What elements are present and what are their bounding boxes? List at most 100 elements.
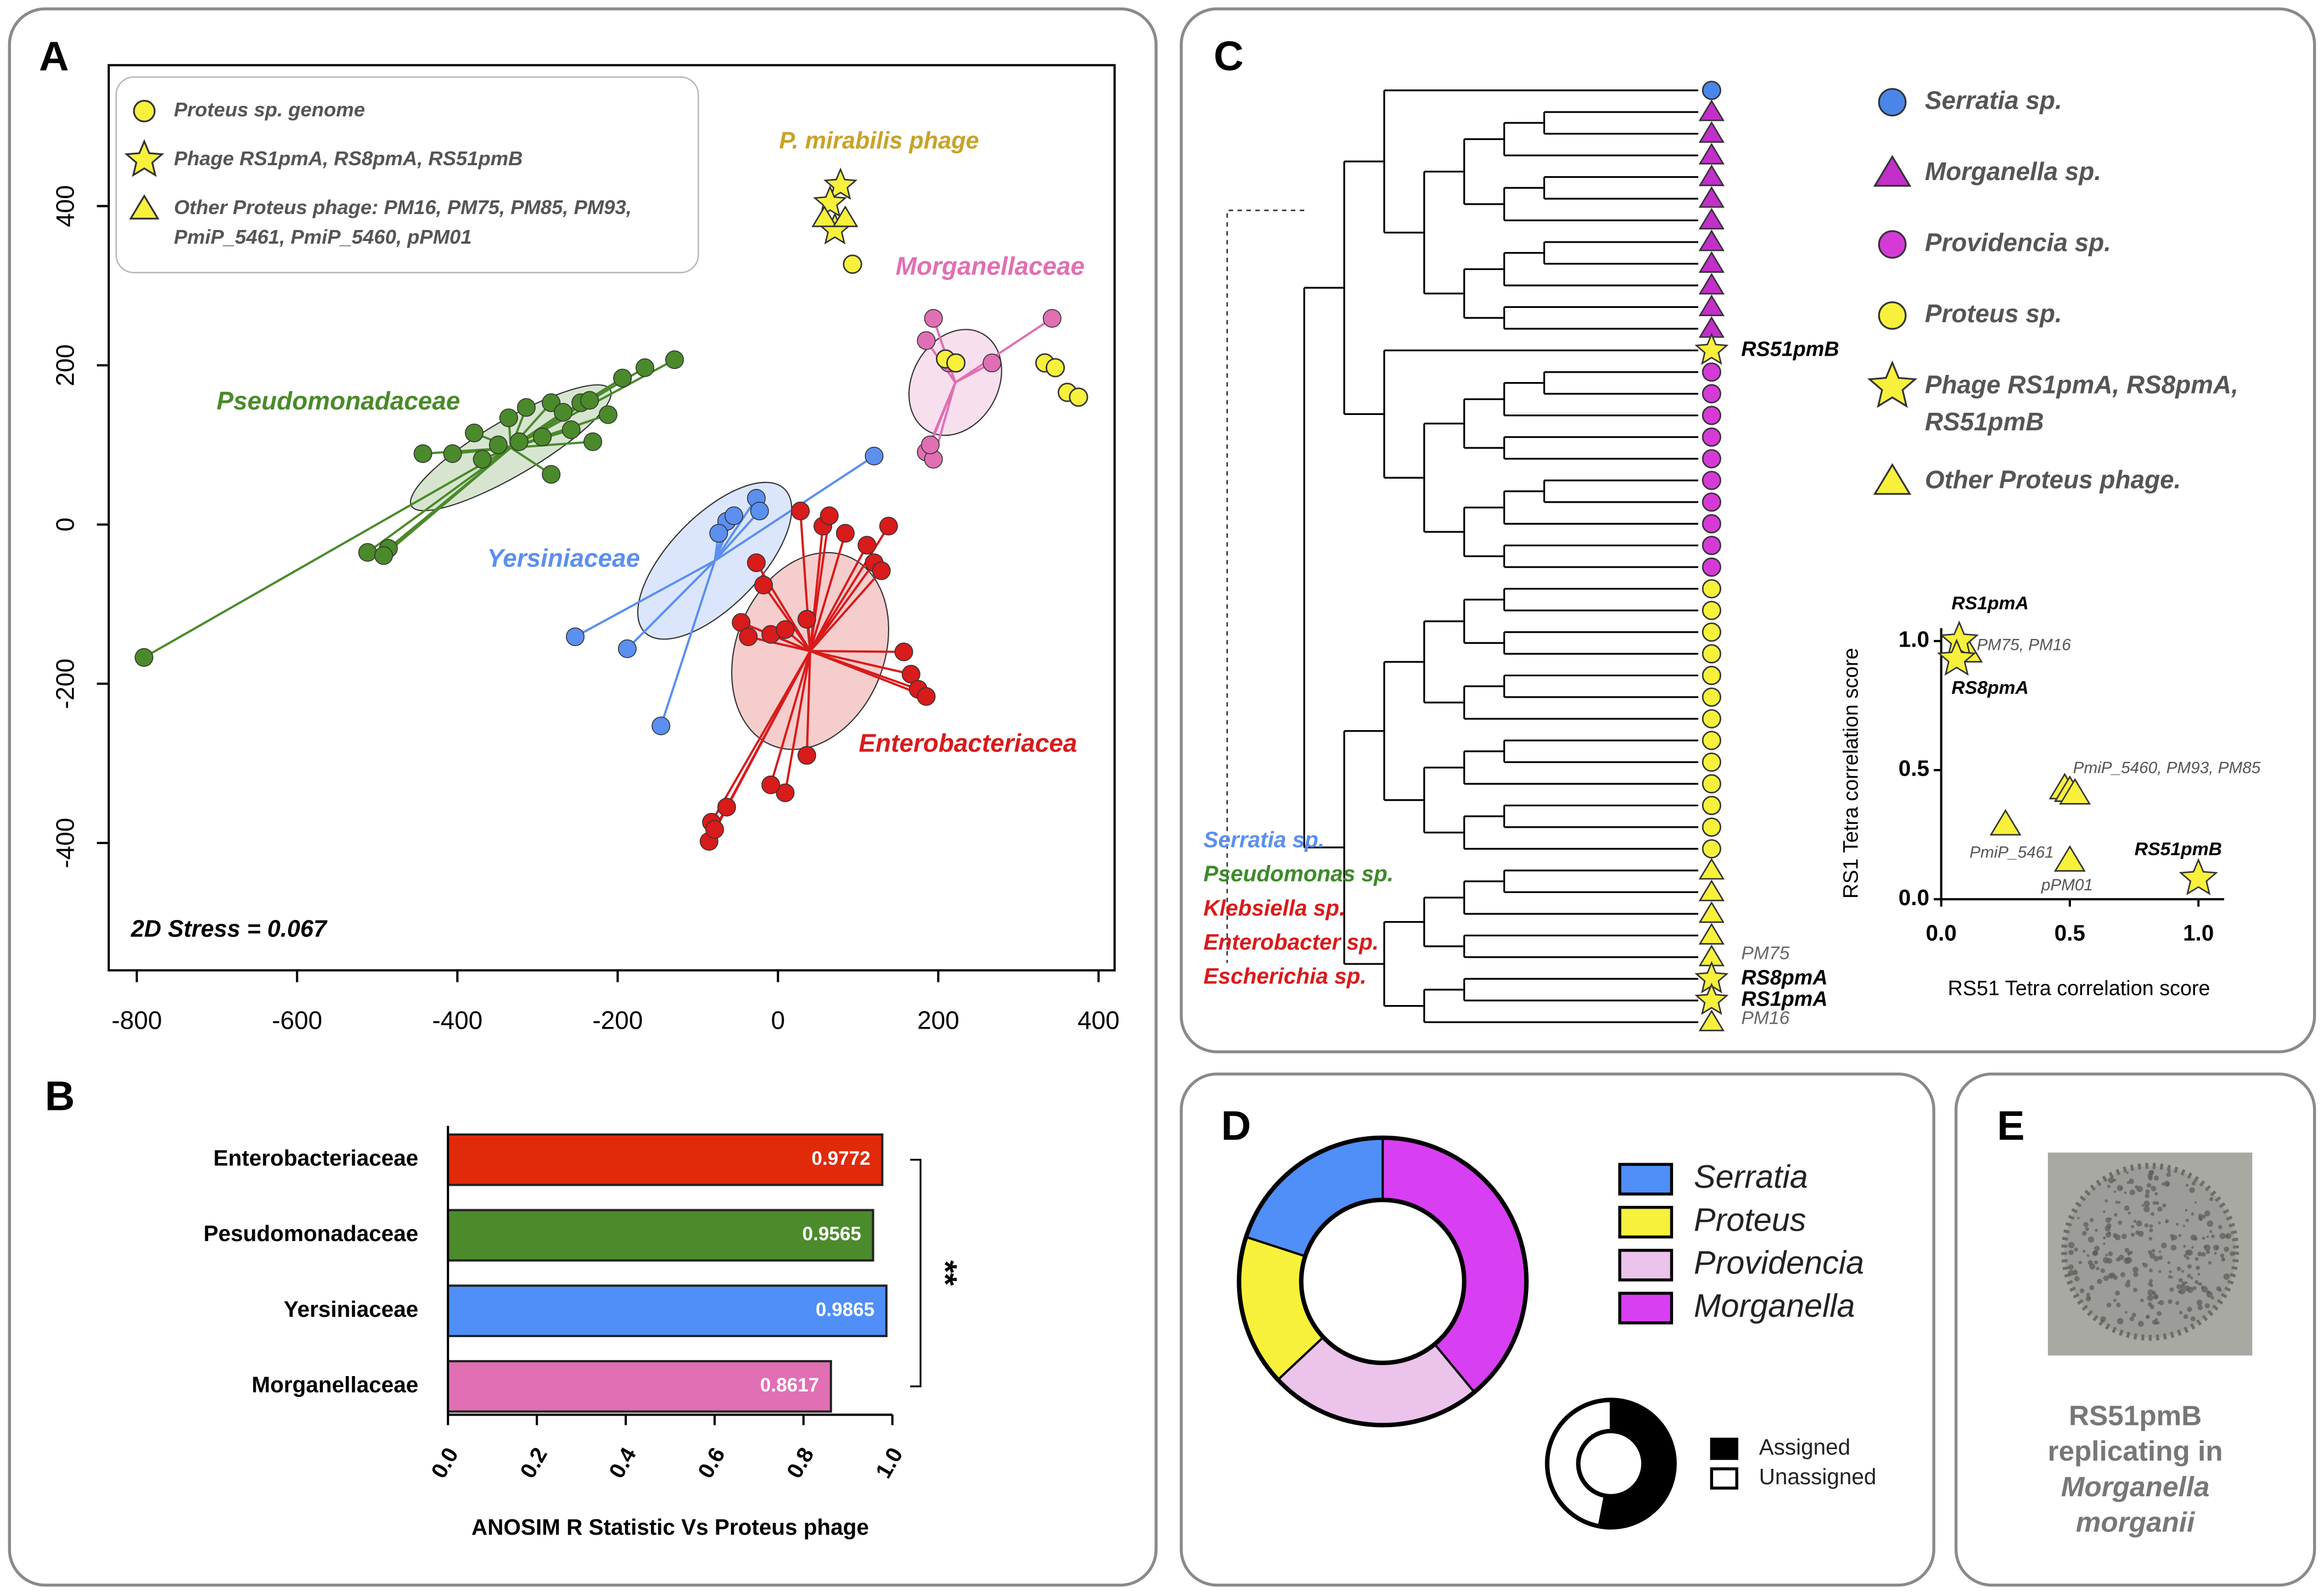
plaque-speck bbox=[2103, 1275, 2109, 1281]
plaque-speck bbox=[2082, 1231, 2087, 1236]
spider-line bbox=[143, 446, 512, 659]
tip-marker bbox=[1702, 600, 1721, 620]
plaque-speck bbox=[2125, 1311, 2128, 1314]
plaque-speck bbox=[2068, 1270, 2075, 1276]
legend-marker bbox=[1867, 360, 1918, 408]
plaque-speck bbox=[2124, 1248, 2130, 1253]
group-label: P. mirabilis phage bbox=[779, 127, 979, 154]
plaque-speck bbox=[2162, 1203, 2166, 1208]
spider-line bbox=[809, 515, 830, 652]
plaque-speck bbox=[2194, 1279, 2199, 1284]
legend-marker bbox=[133, 99, 156, 122]
data-point bbox=[917, 331, 936, 350]
plaque-speck bbox=[2183, 1254, 2187, 1258]
spider-line bbox=[660, 560, 716, 727]
family-label: Pseudomonas sp. bbox=[1204, 861, 1394, 886]
plaque-speck bbox=[2127, 1211, 2131, 1215]
plaque-speck bbox=[2137, 1321, 2144, 1327]
plaque-speck bbox=[2206, 1235, 2209, 1238]
legend-marker bbox=[1873, 155, 1912, 187]
data-point bbox=[750, 501, 769, 520]
plaque-speck bbox=[2068, 1264, 2074, 1270]
y-tick-label: 200 bbox=[51, 344, 80, 386]
plaque-speck bbox=[2149, 1269, 2153, 1273]
plaque-speck bbox=[2186, 1256, 2190, 1260]
plaque-speck bbox=[2154, 1295, 2158, 1299]
tip-marker bbox=[1702, 470, 1721, 490]
tip-marker bbox=[1702, 817, 1721, 837]
plaque-speck bbox=[2192, 1286, 2197, 1290]
plaque-speck bbox=[2157, 1206, 2163, 1212]
data-point bbox=[872, 561, 891, 580]
plaque-speck bbox=[2218, 1288, 2222, 1292]
plaque-speck bbox=[2152, 1201, 2157, 1205]
plaque-speck bbox=[2166, 1172, 2171, 1177]
plaque-speck bbox=[2074, 1276, 2080, 1282]
data-point bbox=[598, 405, 618, 424]
y-tick-label: 400 bbox=[51, 185, 80, 227]
family-label: Serratia sp. bbox=[1204, 827, 1324, 852]
data-point bbox=[1046, 358, 1065, 378]
data-point bbox=[517, 398, 536, 417]
legend-marker bbox=[129, 194, 160, 220]
plaque-speck bbox=[2208, 1261, 2212, 1265]
plaque-speck bbox=[2116, 1303, 2121, 1307]
plaque-speck bbox=[2219, 1233, 2226, 1239]
legend-label: Proteus bbox=[1694, 1201, 1806, 1238]
plaque-speck bbox=[2151, 1186, 2157, 1192]
y-tick-label: 1.0 bbox=[1899, 627, 1929, 652]
plaque-speck bbox=[2116, 1257, 2120, 1262]
annotation: ** bbox=[927, 1260, 964, 1286]
x-tick-label: -800 bbox=[111, 1006, 162, 1034]
plaque-speck bbox=[2176, 1266, 2181, 1271]
value-label: 0.9772 bbox=[811, 1148, 870, 1169]
panel-letter: C bbox=[1214, 33, 1244, 80]
x-tick-label: 1.0 bbox=[2183, 921, 2214, 946]
plaque-speck bbox=[2089, 1285, 2095, 1290]
plaque-speck bbox=[2118, 1201, 2121, 1204]
data-point bbox=[2053, 845, 2086, 872]
plaque-speck bbox=[2085, 1296, 2091, 1301]
plaque-speck bbox=[2176, 1284, 2182, 1289]
x-tick-label: -400 bbox=[432, 1006, 482, 1034]
plaque-speck bbox=[2165, 1219, 2169, 1223]
plaque-speck bbox=[2097, 1278, 2102, 1284]
legend-label: Unassigned bbox=[1759, 1464, 1877, 1489]
x-axis-label: RS51 Tetra correlation score bbox=[1948, 977, 2210, 1000]
donut-outline bbox=[1237, 1135, 1529, 1428]
dashed-bracket bbox=[1226, 209, 1305, 963]
data-point bbox=[1042, 308, 1062, 328]
tip-marker bbox=[1702, 774, 1721, 794]
data-point bbox=[652, 716, 671, 736]
data-point bbox=[473, 450, 492, 469]
panel-letter: B bbox=[45, 1074, 75, 1120]
data-point bbox=[635, 358, 654, 377]
plaque-speck bbox=[2103, 1210, 2106, 1213]
x-tick-label: 0.0 bbox=[426, 1443, 463, 1483]
tip-marker bbox=[1698, 207, 1725, 230]
legend-swatch bbox=[1710, 1467, 1738, 1490]
plaque-speck bbox=[2196, 1299, 2203, 1306]
data-point bbox=[819, 506, 839, 525]
data-point bbox=[583, 432, 603, 451]
data-point bbox=[901, 665, 920, 684]
plaque-speck bbox=[2204, 1210, 2210, 1217]
plaque-speck bbox=[2108, 1251, 2113, 1256]
plaque-speck bbox=[2115, 1200, 2119, 1204]
plaque-speck bbox=[2148, 1170, 2154, 1176]
plaque-speck bbox=[2104, 1199, 2108, 1203]
data-point bbox=[618, 639, 637, 658]
spider-line bbox=[809, 545, 868, 652]
plaque-speck bbox=[2114, 1234, 2121, 1241]
image-caption: replicating in bbox=[2048, 1435, 2223, 1467]
plaque-speck bbox=[2127, 1253, 2131, 1256]
plaque-speck bbox=[2087, 1260, 2093, 1266]
legend-label: Phage RS1pmA, RS8pmA, RS51pmB bbox=[174, 147, 523, 170]
plaque-speck bbox=[2153, 1175, 2159, 1181]
plaque-speck bbox=[2204, 1244, 2211, 1251]
data-point bbox=[791, 501, 810, 520]
plaque-speck bbox=[2185, 1183, 2189, 1187]
tip-marker bbox=[1698, 99, 1725, 121]
data-point bbox=[879, 517, 898, 536]
plaque-speck bbox=[2074, 1247, 2078, 1252]
